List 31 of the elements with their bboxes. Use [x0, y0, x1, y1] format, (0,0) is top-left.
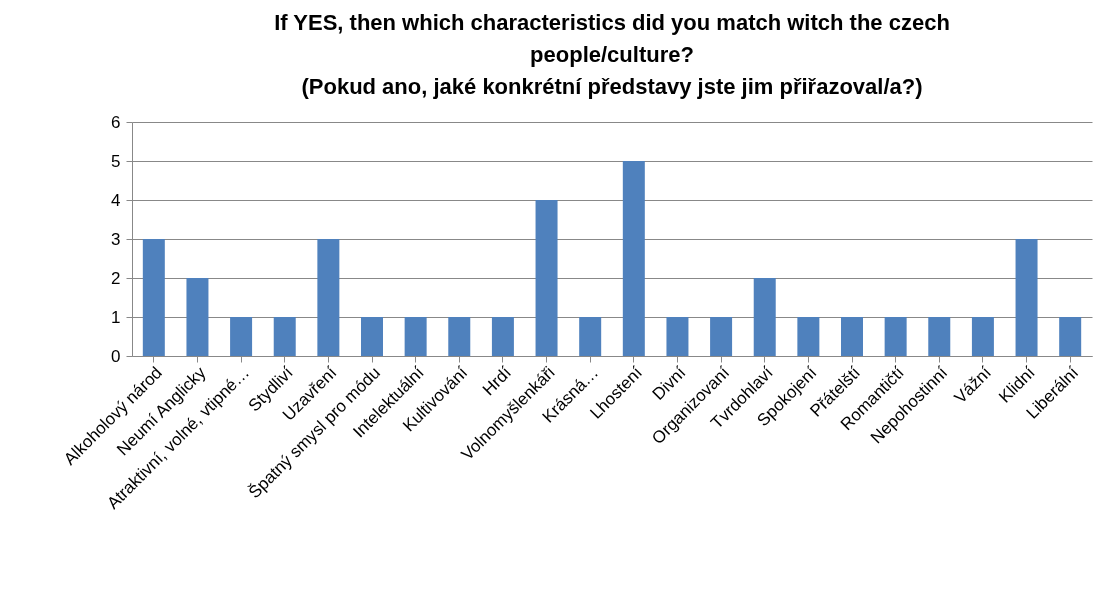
y-tick-label: 1 — [111, 307, 121, 327]
bar — [753, 278, 776, 356]
bar — [186, 278, 209, 356]
bar — [797, 317, 820, 356]
bar — [666, 317, 689, 356]
bar — [1015, 239, 1038, 356]
bar — [710, 317, 733, 356]
bar — [142, 239, 165, 356]
chart-subtitle: (Pokud ano, jaké konkrétní představy jste jim přiřazoval/a?) — [301, 74, 923, 99]
bar — [230, 317, 253, 356]
bar — [1059, 317, 1082, 356]
bar — [841, 317, 863, 356]
y-tick-label: 5 — [111, 151, 121, 171]
chart-title: If YES, then which characteristics did you match witch the czech people/culture? — [274, 10, 950, 67]
bar — [448, 317, 471, 356]
y-tick-label: 0 — [111, 346, 121, 366]
bar — [535, 200, 558, 356]
y-tick-label: 2 — [111, 268, 121, 288]
bar — [971, 317, 994, 356]
bar — [884, 317, 907, 356]
bar — [622, 161, 645, 356]
y-tick-label: 6 — [111, 112, 121, 132]
bar — [928, 317, 951, 356]
bar — [361, 317, 383, 356]
bar — [273, 317, 296, 356]
bar — [317, 239, 340, 356]
y-tick-label: 4 — [111, 190, 121, 210]
y-tick-label: 3 — [111, 229, 121, 249]
bar — [579, 317, 602, 356]
bar — [491, 317, 514, 356]
bar — [404, 317, 427, 356]
